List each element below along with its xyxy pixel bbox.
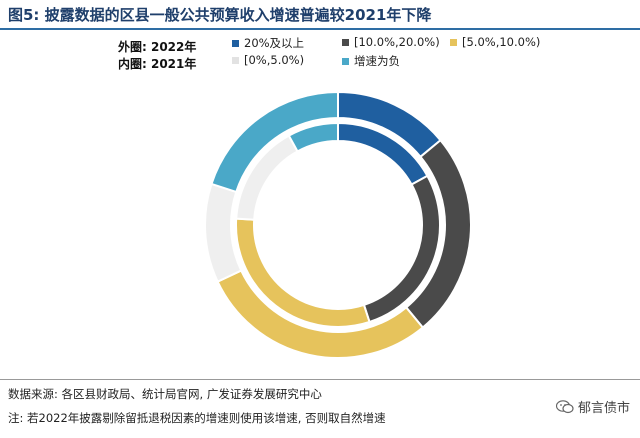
inner-ring-slice	[287, 121, 339, 153]
legend-label: [0%,5.0%)	[244, 53, 305, 67]
chart-legend: 20%及以上 [10.0%,20.0%) [5.0%,10.0%) [0%,5.…	[232, 35, 632, 71]
footnote: 注: 若2022年披露剔除留抵退税因素的增速则使用该增速, 否则取自然增速	[8, 411, 386, 425]
watermark-text: 郁言债市	[577, 401, 630, 416]
legend-item: [5.0%,10.0%)	[450, 35, 540, 49]
outer-ring-slice	[210, 90, 339, 194]
page-title: 图5: 披露数据的区县一般公共预算收入增速普遍较2021年下降	[8, 6, 432, 24]
title-bar: 图5: 披露数据的区县一般公共预算收入增速普遍较2021年下降	[0, 0, 640, 30]
source-note: 数据来源: 各区县财政局、统计局官网, 广发证券发展研究中心	[8, 387, 322, 401]
legend-label: [10.0%,20.0%)	[354, 35, 440, 49]
legend-label: 20%及以上	[244, 36, 305, 50]
legend-item: 增速为负	[342, 53, 400, 69]
legend-swatch	[342, 57, 349, 65]
watermark: 郁言债市	[555, 397, 630, 416]
legend-label: [5.0%,10.0%)	[462, 35, 541, 49]
footer-divider	[0, 379, 640, 380]
wechat-icon	[555, 399, 574, 413]
legend-swatch	[232, 56, 239, 64]
legend-item: [0%,5.0%)	[232, 53, 304, 67]
legend-label: 增速为负	[354, 54, 400, 68]
legend-swatch	[232, 39, 239, 47]
outer-ring-label: 外圈: 2022年	[118, 40, 197, 54]
legend-item: 20%及以上	[232, 35, 304, 51]
legend-swatch	[450, 38, 457, 46]
legend-swatch	[342, 38, 349, 46]
inner-ring-label: 内圈: 2021年	[118, 57, 197, 71]
legend-item: [10.0%,20.0%)	[342, 35, 440, 49]
